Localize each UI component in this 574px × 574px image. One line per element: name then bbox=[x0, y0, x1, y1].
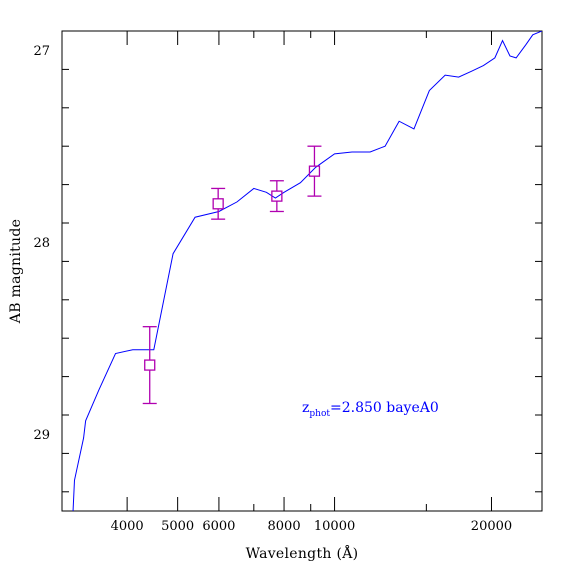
sed-model-line bbox=[72, 31, 542, 511]
x-tick-label: 5000 bbox=[161, 519, 194, 534]
square-marker bbox=[308, 165, 321, 177]
y-tick-label: 28 bbox=[33, 236, 50, 251]
y-tick-label: 29 bbox=[33, 428, 50, 443]
annotation-subscript: phot bbox=[309, 409, 330, 419]
square-marker bbox=[212, 198, 224, 210]
photometry-points bbox=[142, 145, 322, 405]
y-axis-title: AB magnitude bbox=[8, 219, 24, 324]
x-tick-label: 20000 bbox=[471, 519, 512, 534]
photometry-point bbox=[269, 180, 284, 213]
photometry-point bbox=[307, 145, 322, 197]
sed-model-polyline bbox=[72, 31, 542, 511]
photometry-point bbox=[142, 326, 157, 405]
square-marker bbox=[144, 359, 156, 371]
photo-z-annotation: zphot=2.850 bayeA0 bbox=[302, 400, 439, 419]
photometry-point bbox=[211, 187, 226, 220]
axis-ticks bbox=[61, 30, 543, 511]
x-tick-label: 10000 bbox=[314, 519, 355, 534]
annotation-rest: =2.850 bayeA0 bbox=[330, 400, 439, 416]
x-axis-title: Wavelength (Å) bbox=[246, 544, 359, 562]
y-tick-label: 27 bbox=[33, 44, 50, 59]
x-tick-label: 6000 bbox=[202, 519, 235, 534]
plot-frame bbox=[61, 30, 543, 512]
x-tick-label: 4000 bbox=[111, 519, 144, 534]
square-marker bbox=[271, 190, 283, 202]
annotation-main: z bbox=[302, 400, 309, 416]
x-tick-label: 8000 bbox=[268, 519, 301, 534]
axis-tick-labels: 4000 5000 6000 8000 10000 20000 27 28 29 bbox=[33, 44, 512, 534]
